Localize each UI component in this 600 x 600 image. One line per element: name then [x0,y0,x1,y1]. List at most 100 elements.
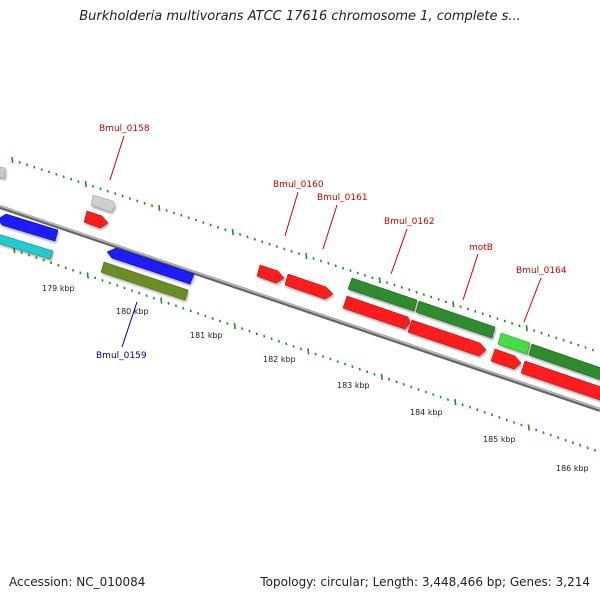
minor-tick [400,286,403,289]
minor-tick [513,421,516,424]
minor-tick [386,281,389,284]
minor-tick [42,258,45,262]
minor-tick [437,298,440,301]
minor-tick [108,281,111,285]
minor-tick [143,201,146,205]
minor-tick [415,290,418,294]
minor-tick [549,433,552,437]
gene-label-bmul-0159[interactable]: Bmul_0159 [96,351,147,361]
gene-label-bmul-0162[interactable]: Bmul_0162 [384,217,435,227]
minor-tick [564,438,567,442]
minor-tick [422,293,425,296]
minor-tick [424,390,427,394]
gene-red-right[interactable] [520,360,600,402]
minor-tick [180,213,183,217]
minor-tick [263,334,266,338]
minor-tick [557,436,560,439]
minor-tick [182,306,185,310]
scale-label-186: 186 kbp [556,464,589,473]
minor-tick [371,276,374,280]
minor-tick [571,441,574,445]
minor-tick [476,408,479,412]
minor-tick [150,204,154,208]
minor-tick [33,165,36,169]
minor-tick [224,228,227,232]
minor-tick [25,163,29,167]
gene-bmul-0162[interactable] [347,277,418,312]
minor-tick [402,383,405,386]
minor-tick [358,367,361,371]
minor-tick [312,257,315,260]
major-tick [158,205,161,212]
minor-tick [40,168,43,171]
accession-text: Accession: NC_010084 [9,575,146,589]
minor-tick [577,343,580,347]
minor-tick [417,388,420,391]
gene-green-right[interactable] [528,343,600,382]
gene-gray-left[interactable] [0,166,6,179]
minor-tick [459,305,462,308]
minor-tick [255,332,258,336]
gene-red-small[interactable] [490,348,522,370]
major-tick [452,301,455,308]
minor-tick [593,448,597,452]
gene-bmul-0159[interactable] [100,261,189,301]
scale-label-180: 180 kbp [116,307,149,316]
minor-tick [123,286,126,290]
minor-tick [270,337,273,341]
gene-label-bmul-0158[interactable]: Bmul_0158 [99,124,150,134]
minor-tick [130,289,133,292]
minor-tick [57,263,60,267]
minor-tick [481,312,484,316]
minor-tick [496,317,499,320]
major-tick [307,348,310,355]
minor-tick [27,253,31,257]
gene-label-bmul-0164[interactable]: Bmul_0164 [516,266,567,276]
minor-tick [209,223,212,227]
minor-tick [334,264,337,268]
minor-tick [356,271,359,275]
minor-tick [20,251,23,254]
minor-tick [395,380,398,384]
chromosome-backbone-highlight [0,205,600,410]
minor-tick [195,218,198,222]
minor-tick [579,443,582,447]
major-tick [233,323,236,330]
minor-tick [211,317,214,320]
minor-tick [408,288,411,292]
minor-tick [586,446,589,450]
gene-red-pair-2[interactable] [407,319,487,357]
gene-cyan-left[interactable] [0,233,54,260]
gene-label-bmul-0161[interactable]: Bmul_0161 [317,193,368,203]
minor-tick [114,192,117,195]
minor-tick [217,225,220,229]
gene-blue-middle[interactable] [106,247,195,285]
minor-tick [342,266,345,270]
gene-bmul-0164[interactable] [497,332,531,355]
gene-blue-left[interactable] [0,213,59,242]
minor-tick [121,194,124,198]
minor-tick [432,393,435,396]
minor-tick [275,245,278,248]
leader-lines [109,135,542,323]
gene-bmul-0160[interactable] [256,264,285,284]
minor-tick [187,216,190,220]
minor-tick [349,269,352,272]
minor-tick [79,271,82,275]
minor-tick [468,405,472,409]
minor-tick [62,175,65,179]
gene-label-bmul-0160[interactable]: Bmul_0160 [273,180,324,190]
gene-label-motb[interactable]: motB [469,243,493,253]
minor-tick [520,423,523,427]
major-tick [525,325,528,332]
gene-red-pair-1[interactable] [342,295,411,330]
scale-label-183: 183 kbp [337,381,370,390]
gene-motb[interactable] [415,300,496,339]
gene-bmul-0161[interactable] [284,273,334,300]
minor-tick [18,161,21,164]
gene-gray-bmul-0157[interactable] [90,194,116,213]
minor-tick [48,170,51,174]
minor-tick [128,197,131,200]
gene-bmul-0158[interactable] [83,210,109,229]
